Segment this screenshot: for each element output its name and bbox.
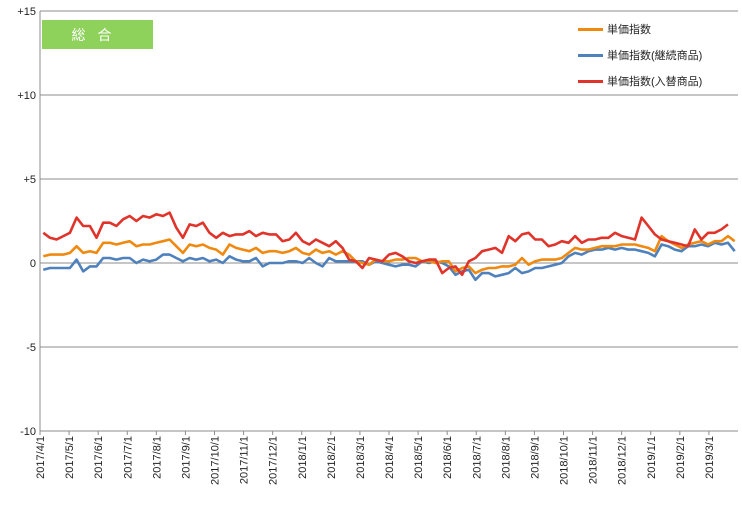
x-tick-label: 2018/3/1 — [355, 436, 367, 479]
legend-label: 単価指数 — [607, 24, 651, 36]
x-tick-label: 2018/10/1 — [559, 436, 571, 485]
y-tick-label: +15 — [17, 6, 36, 18]
x-tick-label: 2019/1/1 — [646, 436, 658, 479]
x-tick-label: 2017/12/1 — [268, 436, 280, 485]
x-tick-label: 2017/8/1 — [151, 436, 163, 479]
legend-item-replaced-products: 単価指数(入替商品) — [578, 68, 742, 94]
x-tick-label: 2019/3/1 — [704, 436, 716, 479]
x-tick-label: 2019/2/1 — [675, 436, 687, 479]
legend-swatch-blue — [578, 53, 603, 57]
x-tick-label: 2018/7/1 — [471, 436, 483, 479]
legend-swatch-red — [578, 79, 603, 83]
x-tick-label: 2018/1/1 — [297, 436, 309, 479]
y-tick-label: 0 — [30, 258, 36, 270]
x-tick-label: 2018/9/1 — [529, 436, 541, 479]
series-line-1 — [42, 241, 736, 282]
x-tick-label: 2018/2/1 — [326, 436, 338, 479]
series-line-0 — [42, 234, 736, 275]
x-tick-label: 2017/9/1 — [180, 436, 192, 479]
x-tick-label: 2017/11/1 — [239, 436, 251, 484]
x-tick-label: 2017/6/1 — [93, 436, 105, 479]
y-tick-label: +5 — [23, 174, 36, 186]
x-tick-label: 2018/5/1 — [413, 436, 425, 479]
x-tick-label: 2017/10/1 — [210, 436, 222, 485]
x-tick-label: 2018/8/1 — [500, 436, 512, 479]
x-tick-label: 2018/6/1 — [442, 436, 454, 479]
legend-item-continuing-products: 単価指数(継続商品) — [578, 42, 742, 68]
legend-item-unit-price-index: 単価指数 — [578, 16, 742, 42]
legend-swatch-orange — [578, 27, 603, 31]
series-lines — [42, 211, 736, 282]
y-tick-label: +10 — [17, 90, 36, 102]
x-tick-label: 2018/12/1 — [617, 436, 629, 485]
legend-label: 単価指数(継続商品) — [607, 50, 703, 62]
x-tick-label: 2017/4/1 — [35, 436, 47, 479]
chart-title: 総合 — [42, 20, 153, 49]
x-tick-label: 2017/5/1 — [64, 436, 76, 479]
x-tick-label: 2017/7/1 — [122, 436, 134, 479]
legend: 単価指数 単価指数(継続商品) 単価指数(入替商品) — [578, 16, 742, 94]
x-tick-label: 2018/11/1 — [588, 436, 600, 484]
legend-label: 単価指数(入替商品) — [607, 76, 703, 88]
y-tick-label: -5 — [26, 342, 36, 354]
series-line-2 — [42, 211, 729, 277]
y-tick-label: -10 — [20, 426, 36, 438]
x-tick-label: 2018/4/1 — [384, 436, 396, 479]
